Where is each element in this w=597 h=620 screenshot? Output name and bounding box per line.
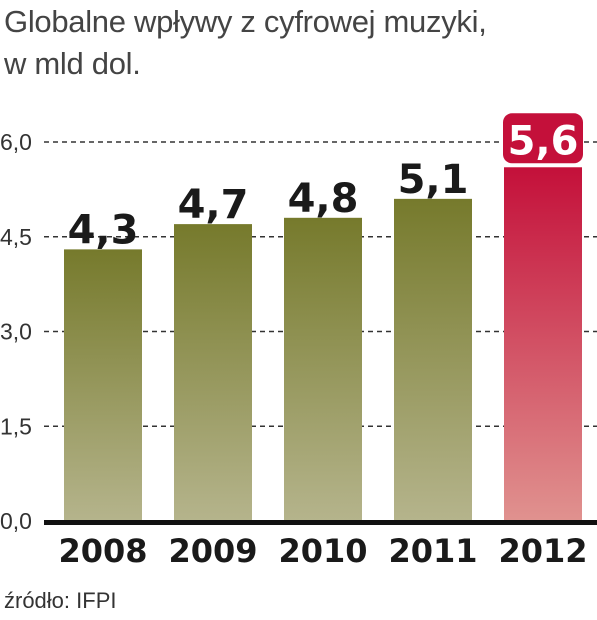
y-tick-label: 1,5 — [0, 413, 32, 439]
data-label-2008: 4,3 — [68, 207, 139, 253]
highlight-label-bg — [503, 113, 583, 164]
chart-subtitle: w mld dol. — [4, 46, 141, 81]
y-tick-label: 3,0 — [0, 319, 32, 345]
bar-2009 — [174, 224, 252, 521]
data-labels: 4,3 4,7 4,8 5,1 5,6 — [68, 113, 583, 253]
y-tick-label: 0,0 — [0, 508, 32, 534]
source-note: źródło: IFPI — [4, 588, 117, 613]
x-tick-label-2008: 2008 — [58, 532, 147, 570]
chart-title: Globalne wpływy z cyfrowej muzyki, — [4, 4, 487, 39]
x-tick-label-2010: 2010 — [278, 532, 367, 570]
x-tick-label-2009: 2009 — [168, 532, 257, 570]
x-tick-label-2011: 2011 — [388, 532, 477, 570]
data-label-2011: 5,1 — [398, 157, 469, 203]
x-axis — [44, 520, 597, 525]
y-tick-label: 4,5 — [0, 224, 32, 250]
bar-2011 — [394, 198, 472, 521]
x-tick-label-2012: 2012 — [498, 532, 587, 570]
bar-2010 — [284, 217, 362, 522]
data-label-2012: 5,6 — [508, 118, 579, 164]
data-label-2009: 4,7 — [178, 182, 249, 228]
bar-2012 — [504, 167, 582, 521]
y-tick-label: 6,0 — [0, 129, 32, 155]
bar-2008 — [64, 249, 142, 521]
x-tick-labels: 2008 2009 2010 2011 2012 — [58, 532, 587, 570]
data-label-2010: 4,8 — [288, 176, 359, 222]
bars — [64, 167, 582, 522]
baseline — [44, 520, 597, 525]
y-tick-labels: 0,0 1,5 3,0 4,5 6,0 — [0, 129, 32, 534]
